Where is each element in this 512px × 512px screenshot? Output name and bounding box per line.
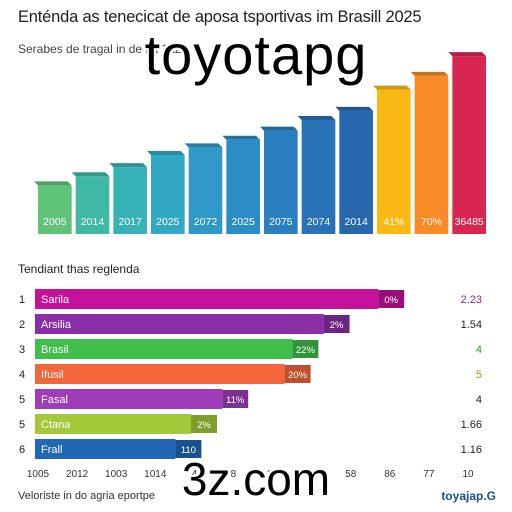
- bar-4: [188, 147, 223, 234]
- bar-top-3: [147, 150, 185, 155]
- bar-top-9: [373, 85, 411, 90]
- chart-title: Enténda as tenecicat de aposa tsportivas…: [18, 8, 422, 26]
- rank-number: 6: [19, 444, 25, 456]
- bar-label-7: 2074: [307, 216, 331, 228]
- ranking-bar-name: Ctana: [41, 419, 71, 431]
- bar-label-1: 2014: [81, 216, 105, 228]
- ranking-bar-6: [35, 439, 176, 459]
- x-tick-label: 1003: [105, 469, 128, 480]
- bar-8: [339, 110, 373, 234]
- ranking-bar-1: [35, 314, 324, 334]
- bar-top-8: [335, 106, 373, 111]
- ranking-bar-label: 11%: [226, 395, 245, 406]
- ranking-bar-name: Arsilia: [41, 319, 72, 331]
- ranking-bar-name: Sarila: [41, 294, 70, 306]
- bar-top-2: [109, 163, 147, 168]
- bar-top-11: [448, 52, 486, 57]
- ranking-bar-name: Brasil: [41, 344, 69, 356]
- rank-number: 4: [19, 369, 25, 381]
- ranking-value: 1.16: [461, 444, 482, 456]
- bar-9: [377, 89, 411, 234]
- bar-top-0: [34, 181, 72, 186]
- ranking-bar-tip-3: [284, 365, 311, 383]
- bar-label-0: 2005: [43, 216, 67, 228]
- ranking-bar-label: 2%: [330, 320, 344, 331]
- ranking-bar-4: [35, 389, 223, 409]
- x-tick-label: 1014: [144, 469, 167, 480]
- watermark-bottom: 3z.com: [181, 453, 331, 505]
- ranking-bar-label: 0%: [384, 295, 398, 306]
- rank-number: 5: [19, 394, 25, 406]
- footer-note: Veloriste in do agria eportpe: [18, 490, 155, 502]
- bar-label-9: 41%: [383, 216, 404, 228]
- x-tick-label: 86: [384, 469, 396, 480]
- bar-6: [264, 130, 298, 234]
- ranking-value: 2.23: [461, 294, 482, 306]
- footer-brand: toyajap.G: [441, 489, 496, 503]
- ranking-bar-tip-0: [378, 290, 405, 308]
- bar-label-10: 70%: [421, 216, 442, 228]
- bar-label-6: 2075: [269, 216, 293, 228]
- ranking-bar-tip-2: [292, 340, 319, 358]
- bar-top-1: [71, 172, 110, 177]
- watermark-top: toyotapg: [144, 23, 368, 86]
- ranking-bar-tip-1: [323, 315, 350, 333]
- x-tick-label: 20: [267, 469, 279, 480]
- bar-label-4: 2072: [194, 216, 218, 228]
- bar-5: [226, 139, 260, 234]
- x-tick-label: 58: [345, 469, 357, 480]
- ranking-value: 1.54: [461, 319, 482, 331]
- bar-label-3: 2025: [156, 216, 180, 228]
- bar-top-4: [184, 143, 223, 148]
- rank-number: 1: [19, 294, 25, 306]
- bar-7: [301, 120, 336, 234]
- bar-11: [452, 56, 486, 234]
- ranking-bar-5: [35, 414, 191, 434]
- rank-number: 2: [19, 319, 25, 331]
- bar-1: [75, 176, 110, 234]
- bar-top-5: [222, 135, 260, 140]
- bar-top-10: [410, 71, 449, 76]
- ranking-value: 1.66: [461, 419, 482, 431]
- ranking-bar-2: [35, 339, 293, 359]
- ranking-bar-label: 2%: [197, 420, 211, 431]
- ranking-value: 4: [476, 394, 482, 406]
- ranking-bar-0: [35, 289, 379, 309]
- bar-2: [113, 167, 147, 234]
- ranking-value: 4: [476, 344, 482, 356]
- bar-3: [151, 154, 185, 234]
- ranking-bar-name: Fasal: [41, 394, 68, 406]
- rank-number: 3: [19, 344, 25, 356]
- ranking-bar-tip-5: [191, 415, 217, 433]
- x-tick-label: 77: [423, 469, 435, 480]
- ranking-bar-tip-6: [175, 440, 202, 458]
- bar-top-6: [260, 126, 298, 131]
- ranking-value: 5: [476, 369, 482, 381]
- bar-label-2: 2017: [118, 216, 142, 228]
- x-tick-label: 8: [231, 469, 237, 480]
- bar-label-8: 2014: [344, 216, 368, 228]
- ranking-bar-label: 22%: [296, 345, 316, 356]
- x-tick-label: 18: [306, 469, 318, 480]
- chart-subtitle: Serabes de tragal in de lat 1a2: [18, 42, 182, 56]
- bar-label-11: 36485: [455, 216, 484, 228]
- bar-top-7: [297, 116, 336, 120]
- x-tick-label: 10: [462, 469, 474, 480]
- rank-number: 5: [19, 419, 25, 431]
- x-tick-label: 1005: [27, 469, 50, 480]
- bar-10: [414, 75, 449, 234]
- x-tick-label: 2012: [66, 469, 89, 480]
- bar-0: [38, 185, 72, 234]
- ranking-bar-name: Frall: [41, 444, 62, 456]
- ranking-bar-3: [35, 364, 285, 384]
- ranking-bar-name: Ifusil: [41, 369, 64, 381]
- ranking-bar-label: 20%: [288, 370, 308, 381]
- ranking-bar-tip-4: [222, 390, 249, 408]
- bar-label-5: 2025: [231, 216, 255, 228]
- ranking-bar-label: 110: [181, 445, 196, 456]
- ranking-title: Tendiant thas reglenda: [18, 262, 140, 276]
- x-tick-label: 4: [192, 469, 198, 480]
